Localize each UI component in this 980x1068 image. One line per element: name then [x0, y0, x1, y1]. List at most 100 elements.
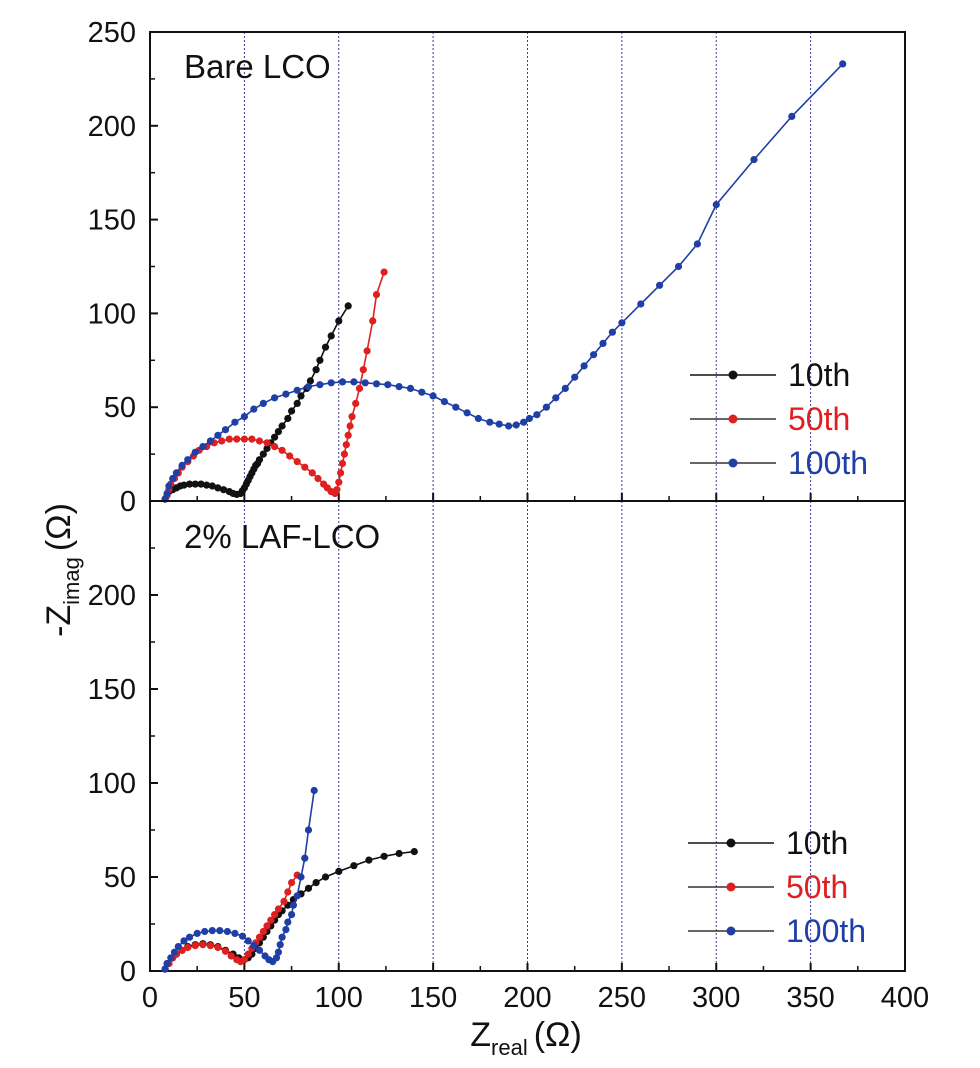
data-point — [280, 897, 288, 906]
x-tick-label: 200 — [503, 982, 551, 1014]
data-point — [348, 413, 356, 421]
data-point — [263, 439, 271, 447]
data-point — [293, 386, 301, 394]
data-point — [276, 941, 284, 949]
panel-title: Bare LCO — [184, 48, 331, 85]
data-point — [163, 959, 171, 968]
data-point — [525, 414, 534, 423]
data-point — [590, 351, 598, 359]
data-point — [221, 426, 230, 434]
data-point — [225, 435, 233, 443]
data-point — [580, 362, 588, 370]
data-point — [308, 469, 316, 477]
data-point — [410, 848, 418, 856]
data-point — [350, 378, 358, 386]
legend-marker — [728, 370, 738, 380]
data-point — [533, 411, 541, 419]
data-point — [218, 437, 226, 445]
legend-label: 50th — [786, 869, 848, 905]
data-point — [180, 937, 188, 945]
data-point — [327, 332, 335, 340]
legend: 10th 50th 100th — [688, 825, 866, 949]
data-point — [338, 378, 347, 386]
data-point — [312, 879, 320, 887]
y-tick-label: 250 — [88, 17, 136, 49]
legend-item: 10th — [688, 825, 848, 861]
data-point — [203, 481, 211, 489]
series-10th — [161, 302, 352, 503]
series-100th — [161, 786, 318, 973]
data-point — [486, 418, 494, 426]
legend-marker — [726, 882, 736, 892]
y-tick-label: 200 — [88, 111, 136, 143]
top-panel-bare-lco: 0 50 100 150 200 250 Bare LCO 10th 50th 100th — [88, 17, 906, 518]
data-point — [231, 418, 239, 426]
bottom-panel-laf-lco: 0 50 100 150 200 0 50 100 150 200 250 300 350 400 2% L… — [88, 500, 929, 1014]
data-point — [474, 414, 482, 423]
x-tick-label: 50 — [228, 982, 260, 1014]
legend-item: 100th — [690, 445, 868, 481]
data-point — [340, 450, 348, 458]
data-point — [201, 927, 209, 936]
data-point — [288, 911, 296, 919]
data-point — [172, 469, 180, 477]
data-point — [282, 390, 290, 398]
data-point — [301, 854, 309, 862]
x-tick-label: 250 — [598, 982, 646, 1014]
data-point — [284, 918, 292, 926]
data-point — [321, 873, 330, 881]
data-point — [216, 927, 224, 935]
data-point — [839, 60, 847, 68]
data-point — [255, 437, 264, 445]
data-point — [191, 448, 199, 456]
y-tick-label: 150 — [88, 674, 136, 706]
series-10th — [161, 848, 418, 973]
legend-marker — [728, 458, 738, 468]
data-point — [278, 933, 286, 941]
data-point — [259, 399, 267, 407]
data-point — [271, 433, 279, 441]
data-point — [165, 482, 173, 490]
series-line — [164, 63, 844, 500]
data-point — [372, 380, 381, 388]
data-point — [233, 435, 241, 443]
data-point — [174, 943, 182, 951]
data-point — [335, 867, 343, 876]
data-point — [199, 941, 207, 949]
data-point — [193, 929, 201, 938]
data-point — [321, 343, 330, 351]
axis-titles: -Zimag(Ω) Zreal (Ω) — [40, 503, 582, 1060]
data-point — [608, 328, 617, 336]
data-point — [380, 268, 388, 276]
data-point — [169, 474, 177, 483]
data-point — [227, 952, 235, 960]
data-point — [293, 399, 301, 407]
data-point — [452, 403, 460, 411]
legend-item: 50th — [690, 401, 850, 437]
data-point — [263, 444, 271, 453]
data-point — [197, 480, 205, 488]
data-point — [406, 384, 415, 392]
data-point — [238, 932, 247, 940]
data-point — [520, 418, 528, 426]
data-point — [712, 201, 720, 209]
data-point — [208, 927, 216, 935]
y-tick-label: 100 — [88, 768, 136, 800]
x-tick-label: 350 — [786, 982, 834, 1014]
data-point — [293, 458, 301, 466]
data-point — [255, 933, 264, 941]
data-point — [380, 852, 388, 860]
x-tick-label: 100 — [315, 982, 363, 1014]
data-point — [244, 937, 252, 945]
data-point — [163, 489, 171, 498]
legend-marker — [726, 926, 736, 936]
data-point — [231, 929, 239, 938]
data-point — [618, 319, 626, 327]
legend-label: 10th — [788, 357, 850, 393]
data-point — [316, 381, 324, 389]
data-point — [310, 786, 318, 795]
data-point — [259, 450, 267, 458]
data-point — [344, 302, 352, 310]
y-axis-title: -Zimag(Ω) — [40, 503, 84, 637]
data-point — [255, 456, 264, 464]
